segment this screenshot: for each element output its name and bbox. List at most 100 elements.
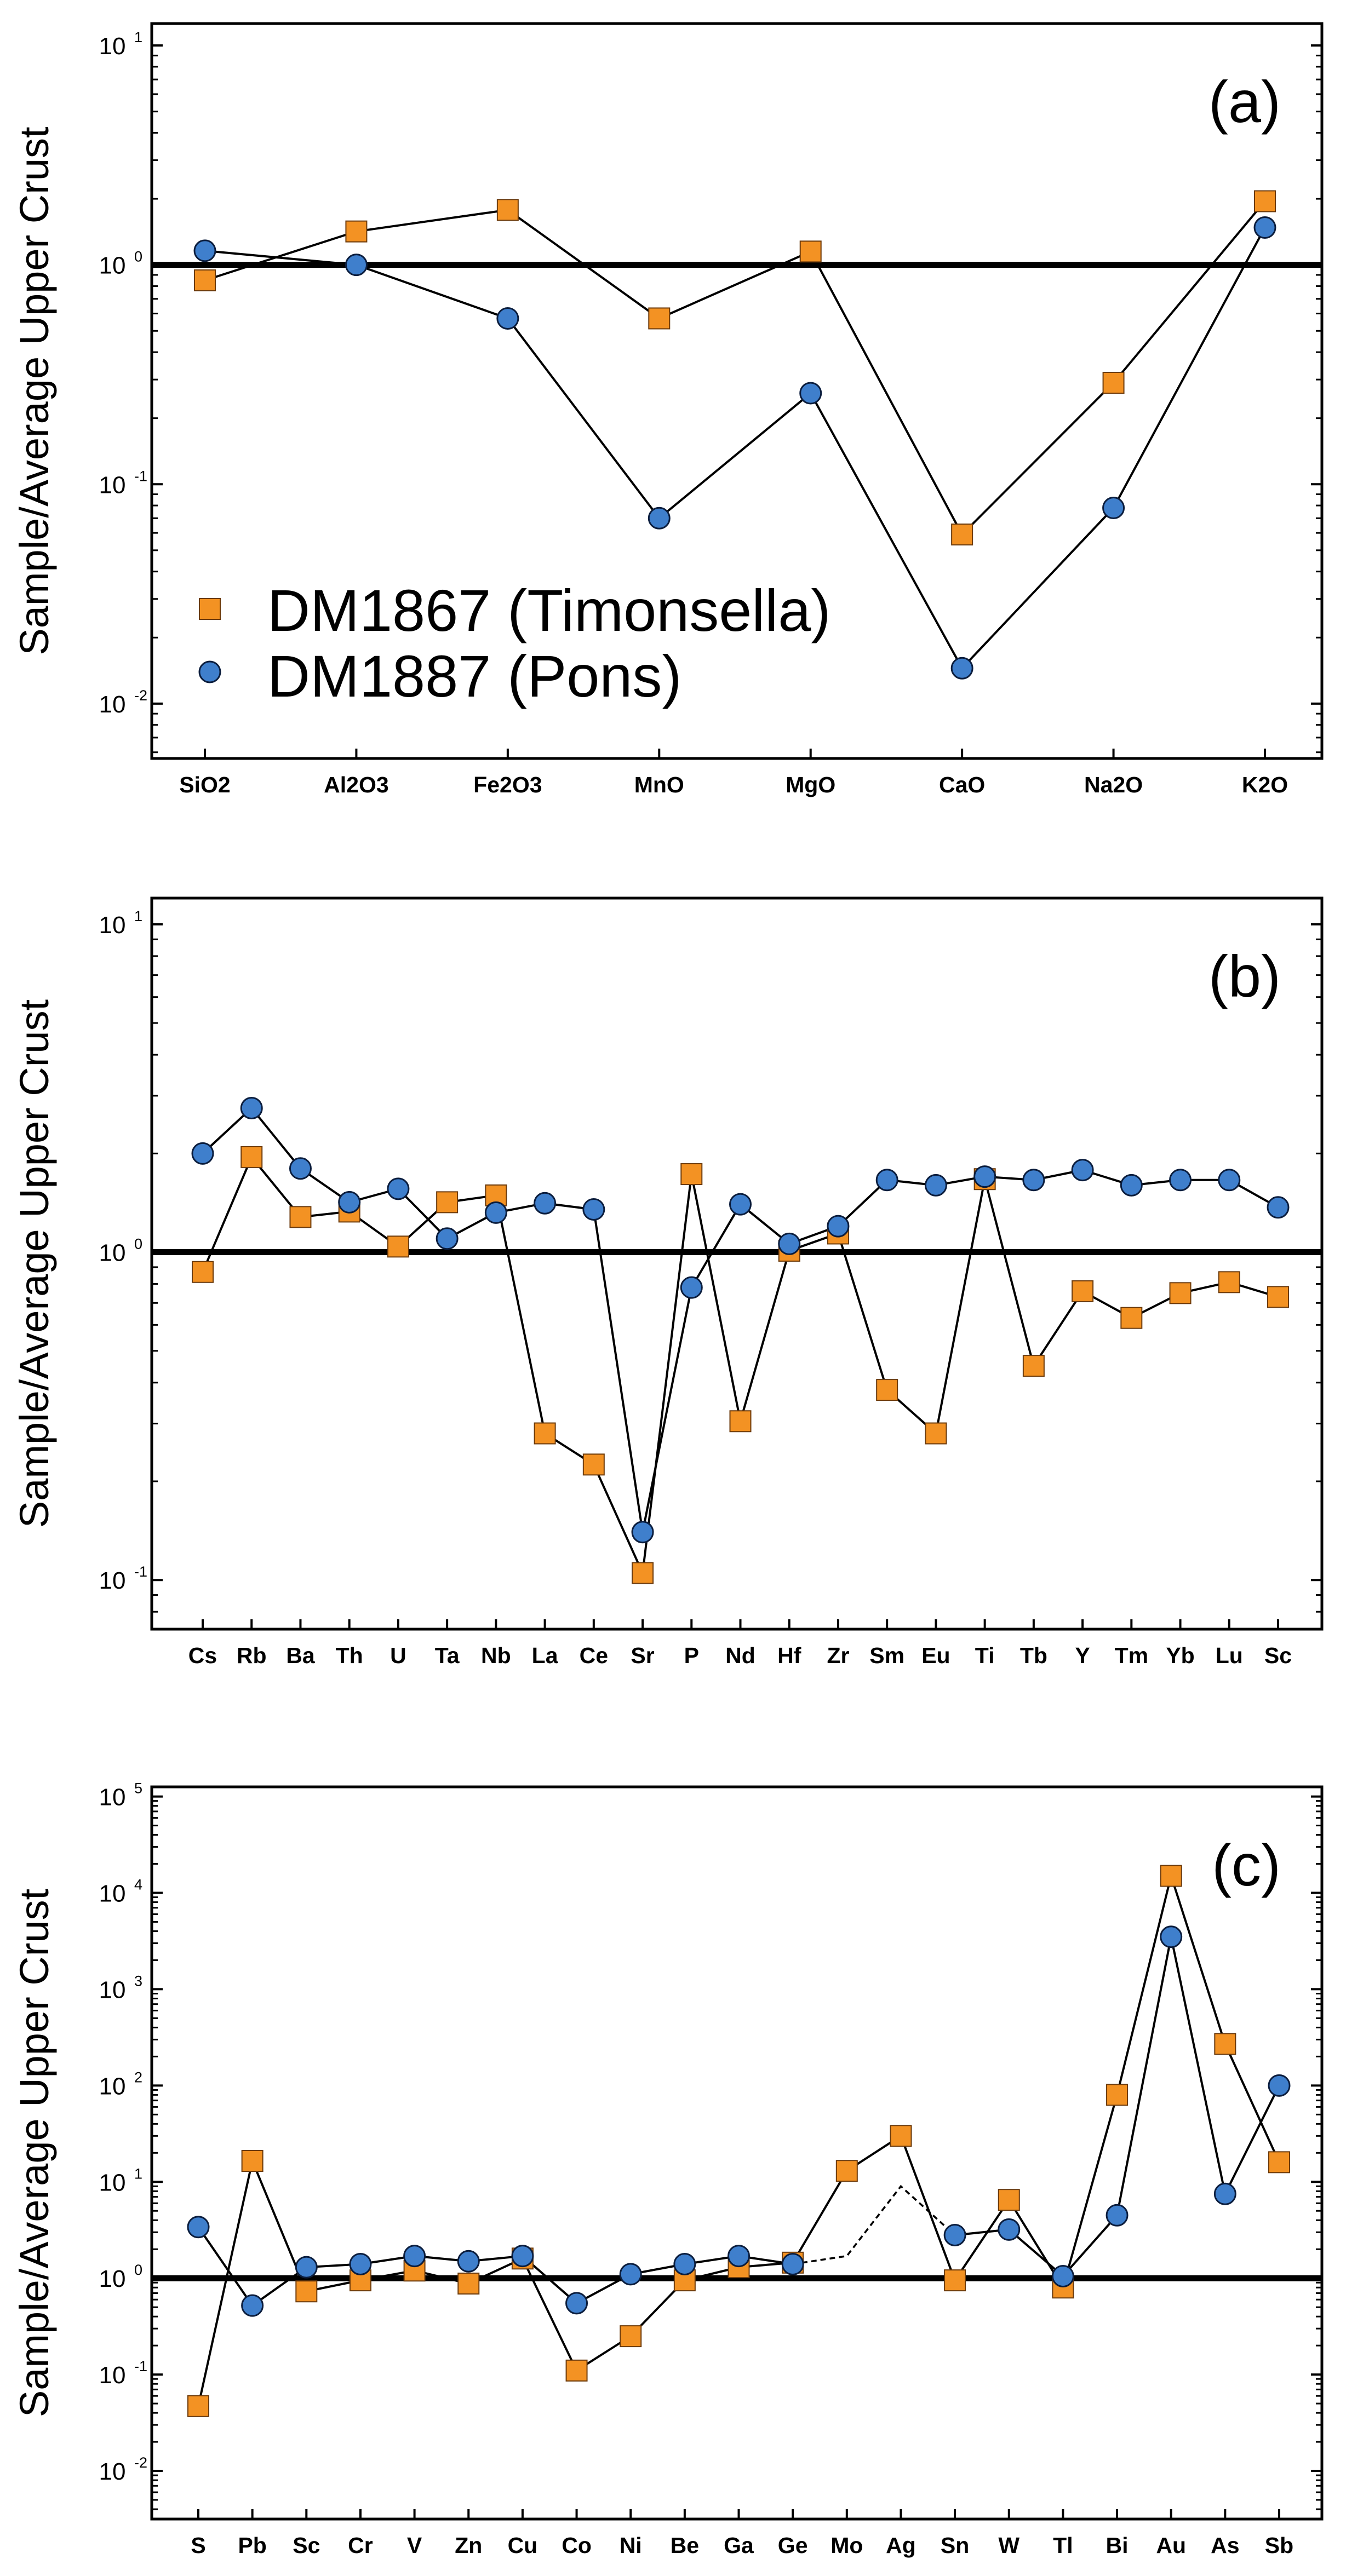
timonsella-point xyxy=(944,2269,966,2292)
timonsella-point xyxy=(1268,2151,1290,2174)
pons-point xyxy=(1160,1925,1183,1948)
x-tick-label: Sc xyxy=(1264,1643,1292,1668)
pons-point xyxy=(1267,1196,1290,1219)
pons-point xyxy=(191,1142,214,1165)
y-tick-label: 10 4 xyxy=(99,1877,143,1907)
timonsella-point xyxy=(295,2280,318,2303)
timonsella-point xyxy=(192,1261,214,1283)
y-tick-base: 10 xyxy=(99,1784,126,1811)
timonsella-point xyxy=(890,2125,912,2147)
y-tick-label: 10 -2 xyxy=(99,2454,147,2485)
timonsella-point xyxy=(799,240,822,263)
panel-c: 10 5 10 4 10 3 10 2 10 1 10 0 10 -1 10 -2 S Pb Sc Cr V Zn Cu Co… xyxy=(12,1780,1324,2558)
x-tick-label: MgO xyxy=(786,772,835,797)
timonsella-point xyxy=(436,1191,459,1214)
legend-pons-label: DM1887 (Pons) xyxy=(267,643,681,709)
pons-point xyxy=(338,1191,361,1214)
timonsella-point xyxy=(241,2150,264,2172)
pons-point xyxy=(295,2256,318,2279)
timonsella-point xyxy=(187,2395,209,2417)
x-tick-label: Tb xyxy=(1020,1643,1047,1668)
y-tick-exponent: -2 xyxy=(134,2454,147,2471)
legend-timonsella-marker xyxy=(199,598,221,620)
y-tick-base: 10 xyxy=(99,2266,126,2292)
x-tick-label: Bi xyxy=(1106,2533,1129,2558)
y-tick-base: 10 xyxy=(99,1567,126,1594)
pons-point xyxy=(781,2252,804,2275)
x-tick-label: Be xyxy=(671,2533,699,2558)
pons-point xyxy=(1268,2074,1291,2097)
pons-point xyxy=(1102,496,1125,519)
legend: DM1867 (Timonsella)DM1887 (Pons) xyxy=(198,577,830,709)
pons-point xyxy=(1106,2204,1129,2227)
timonsella-point xyxy=(1160,1865,1182,1887)
timonsella-point xyxy=(1072,1280,1094,1302)
x-tick-label: Sb xyxy=(1265,2533,1293,2558)
pons-point xyxy=(193,239,216,262)
x-tick-label: Ni xyxy=(620,2533,642,2558)
pons-point xyxy=(943,2224,966,2247)
x-tick-label: Sm xyxy=(869,1643,904,1668)
pons-point xyxy=(387,1177,410,1200)
pons-point xyxy=(1218,1169,1241,1192)
x-tick-label: Zr xyxy=(827,1643,849,1668)
y-tick-exponent: 0 xyxy=(134,2262,142,2278)
pons-point xyxy=(619,2263,642,2286)
pons-point xyxy=(728,2245,750,2268)
x-tick-label: Pb xyxy=(238,2533,266,2558)
x-tick-label: Cr xyxy=(348,2533,373,2558)
timonsella-point xyxy=(1218,1271,1240,1293)
pons-point xyxy=(496,307,519,330)
timonsella-point xyxy=(289,1206,312,1228)
y-tick-exponent: 2 xyxy=(134,2069,142,2085)
pons-point xyxy=(403,2245,426,2268)
pons-point xyxy=(648,507,671,530)
x-tick-label: Th xyxy=(336,1643,363,1668)
y-tick-label: 10 2 xyxy=(99,2069,143,2100)
timonsella-point xyxy=(648,307,671,330)
y-tick-exponent: -1 xyxy=(134,468,147,484)
pons-point xyxy=(1169,1169,1192,1192)
pons-point xyxy=(729,1193,752,1216)
pons-point xyxy=(778,1232,801,1255)
y-tick-base: 10 xyxy=(99,2458,126,2485)
pons-point xyxy=(1022,1169,1045,1192)
y-tick-exponent: 1 xyxy=(134,2165,142,2182)
x-tick-label: Au xyxy=(1156,2533,1186,2558)
timonsella-point xyxy=(194,269,216,291)
x-tick-label: Ag xyxy=(886,2533,916,2558)
y-tick-base: 10 xyxy=(99,252,126,279)
x-tick-label: Cs xyxy=(188,1643,217,1668)
x-tick-label: P xyxy=(684,1643,699,1668)
y-tick-base: 10 xyxy=(99,691,126,718)
x-tick-label: Sc xyxy=(293,2533,320,2558)
y-tick-label: 10 -1 xyxy=(99,1563,147,1594)
timonsella-point xyxy=(835,2160,858,2182)
pons-series-line xyxy=(204,227,1266,670)
timonsella-point xyxy=(240,1146,263,1168)
pons-point xyxy=(484,1201,507,1224)
y-tick-label: 10 0 xyxy=(99,2262,143,2292)
pons-point xyxy=(457,2250,480,2273)
pons-point xyxy=(187,2216,210,2239)
timonsella-point xyxy=(565,2359,588,2382)
y-tick-base: 10 xyxy=(99,33,126,60)
timonsella-point xyxy=(1106,2084,1129,2106)
panel-label: (a) xyxy=(1208,68,1281,135)
pons-point xyxy=(680,1276,703,1299)
y-tick-base: 10 xyxy=(99,2169,126,2196)
panel-a: 10 1 10 0 10 -1 10 -2 SiO2 Al2O3 Fe2O3 MnO MgO CaO Na2… xyxy=(12,22,1324,797)
x-tick-label: Fe2O3 xyxy=(473,772,542,797)
timonsella-point xyxy=(998,2189,1020,2211)
y-tick-label: 10 1 xyxy=(99,29,143,60)
x-tick-label: Ce xyxy=(580,1643,608,1668)
x-tick-label: Hf xyxy=(777,1643,801,1668)
x-tick-label: CaO xyxy=(939,772,985,797)
timonsella-point xyxy=(345,220,368,243)
pons-point xyxy=(436,1227,459,1250)
y-tick-exponent: 1 xyxy=(134,908,142,924)
pons-series-line xyxy=(197,2226,793,2307)
timonsella-point xyxy=(534,1422,556,1445)
x-tick-label: U xyxy=(390,1643,406,1668)
